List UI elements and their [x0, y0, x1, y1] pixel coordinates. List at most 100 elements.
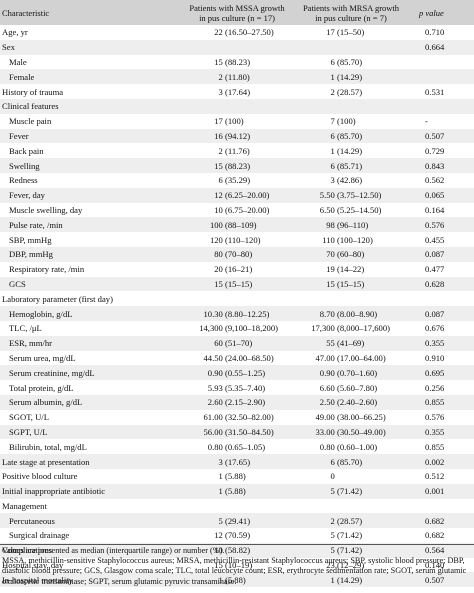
mssa-value: 56.00 (31.50–84.50): [185, 424, 289, 440]
mrsa-range: (8,000–17,600): [337, 323, 390, 334]
mssa-value: [185, 39, 289, 55]
mrsa-value: 110 (100–120): [289, 232, 413, 247]
mrsa-range: (100): [337, 116, 356, 127]
mssa-value: 3 (17.65): [185, 454, 289, 469]
p-value: [413, 499, 474, 514]
mssa-value: 22 (16.50–27.50): [185, 25, 289, 40]
mssa-range: (5.88): [225, 471, 246, 482]
mrsa-number: 70: [326, 249, 335, 260]
p-value: 0.140: [425, 560, 445, 571]
table-row: Back pain 2 (11.76) 1 (14.29) 0.729: [0, 143, 474, 158]
mssa-value: 20 (16–21): [185, 262, 289, 277]
mssa-value: 14,300 (9,100–18,200): [185, 321, 289, 336]
row-label: Serum urea, mg/dL: [9, 352, 76, 363]
mrsa-number: 2.50: [319, 397, 335, 408]
p-value: 0.355: [413, 335, 474, 351]
mssa-range: (35.29): [225, 175, 251, 186]
mssa-range: (11.80): [225, 71, 250, 82]
mssa-range: (2.15–2.90): [225, 397, 266, 408]
mssa-number: 17: [214, 116, 223, 127]
p-value: 0.910: [425, 352, 445, 363]
mrsa-range: (71.42): [337, 530, 363, 541]
table-row: Laboratory parameter (first day): [0, 291, 474, 306]
table-row: Sex 0.664: [0, 39, 474, 55]
mssa-number: 5: [218, 515, 223, 526]
mrsa-range: (15–50): [337, 27, 365, 38]
table-row: Total protein, g/dL 5.93 (5.35–7.40) 6.60 …: [0, 380, 474, 395]
p-value: 0.855: [413, 394, 474, 410]
mrsa-number: 5.50: [319, 190, 335, 201]
mrsa-range: (96–110): [337, 219, 369, 230]
p-value: 0.455: [425, 234, 445, 245]
mrsa-range: (85.70): [337, 130, 363, 141]
p-value: 0.664: [413, 39, 474, 55]
mrsa-value: 47.00 (17.00–64.00): [289, 351, 413, 366]
mssa-range: (58.82): [225, 545, 251, 556]
row-label: Sex: [0, 39, 185, 55]
mssa-value: 10 (6.75–20.00): [185, 203, 289, 218]
table-row: Percutaneous 5 (29.41) 2 (28.57) 0.682: [0, 513, 474, 529]
mrsa-number: 2: [330, 86, 335, 97]
mrsa-number: 8.70: [319, 308, 335, 319]
row-label: SGOT, U/L: [9, 412, 49, 423]
mrsa-number: 6: [330, 130, 335, 141]
table-notes: Values are presented as median (interqua…: [2, 546, 472, 587]
row-label: Bilirubin, total, mg/dL: [9, 441, 87, 452]
mssa-value: 10 (58.82): [185, 542, 289, 558]
table-row: Serum creatinine, mg/dL 0.90 (0.55–1.25) 0…: [0, 365, 474, 381]
mrsa-value: 19 (14–22): [289, 262, 413, 277]
mssa-number: 56.00: [203, 426, 223, 437]
p-value: 0.002: [413, 454, 474, 469]
row-label: Complications: [0, 542, 185, 558]
mssa-value: 15 (10–19): [185, 558, 289, 573]
p-value: 0.507: [413, 128, 474, 144]
mssa-range: (31.50–84.50): [225, 426, 274, 437]
mssa-value: 12 (6.25–20.00): [185, 187, 289, 203]
mssa-number: 3: [218, 456, 223, 467]
row-label: Fever, day: [0, 187, 185, 203]
mrsa-number: 0: [330, 471, 335, 482]
mssa-number: 1: [218, 486, 223, 497]
mrsa-range: (15–15): [337, 278, 365, 289]
mssa-number: 10.30: [203, 308, 223, 319]
row-label: Surgical drainage: [9, 530, 70, 541]
mssa-number: 120: [209, 234, 223, 245]
note-line-2: MSSA, methicillin-sensitive Staphylococc…: [2, 556, 467, 586]
mrsa-value: 49.00 (38.00–66.25): [289, 410, 413, 425]
mssa-range: (29.41): [225, 515, 251, 526]
mssa-value: 2 (11.80): [185, 69, 289, 85]
mrsa-range: (14.29): [337, 574, 363, 585]
row-label: Serum creatinine, mg/dL: [0, 365, 185, 381]
mssa-number: 0.80: [207, 441, 223, 452]
table-row: Pulse rate, /min 100 (88–109) 98 (96–110) 0…: [0, 217, 474, 233]
mrsa-value: 6 (85.70): [289, 454, 413, 469]
p-value: 0.628: [413, 276, 474, 292]
table-row: SGPT, U/L 56.00 (31.50–84.50) 33.00 (30.50…: [0, 424, 474, 440]
mrsa-value: 23 (12–29): [289, 558, 413, 573]
mssa-range: (6.75–20.00): [225, 204, 270, 215]
header-mrsa-line1: Patients with MRSA growth: [302, 2, 400, 13]
p-value: 0.531: [425, 86, 445, 97]
mrsa-value: 5 (71.42): [289, 483, 413, 499]
p-value: 0.164: [425, 204, 445, 215]
mrsa-number: 1: [330, 71, 335, 82]
p-value: 0.682: [425, 530, 445, 541]
mssa-range: (88.23): [225, 160, 251, 171]
mrsa-number: 6: [330, 456, 335, 467]
p-value: 0.512: [425, 471, 445, 482]
mssa-number: 15: [214, 56, 223, 67]
mssa-number: 12: [214, 530, 223, 541]
table-row: Hospital stay, day 15 (10–19) 23 (12–29) 0.…: [0, 558, 474, 573]
mrsa-number: 19: [326, 264, 335, 275]
mssa-number: 15: [214, 560, 223, 571]
mssa-range: (5.88): [225, 574, 246, 585]
mrsa-number: 7: [330, 116, 335, 127]
mssa-range: (8.80–12.25): [225, 308, 270, 319]
mssa-value: 1 (5.88): [185, 469, 289, 484]
row-label: Respiratory rate, /min: [9, 264, 85, 275]
table-bottom-rule: [0, 544, 474, 545]
row-label: ESR, mm/hr: [0, 335, 185, 351]
mrsa-value: 6.60 (5.60–7.80): [289, 380, 413, 395]
mssa-value: 120 (110–120): [185, 232, 289, 247]
